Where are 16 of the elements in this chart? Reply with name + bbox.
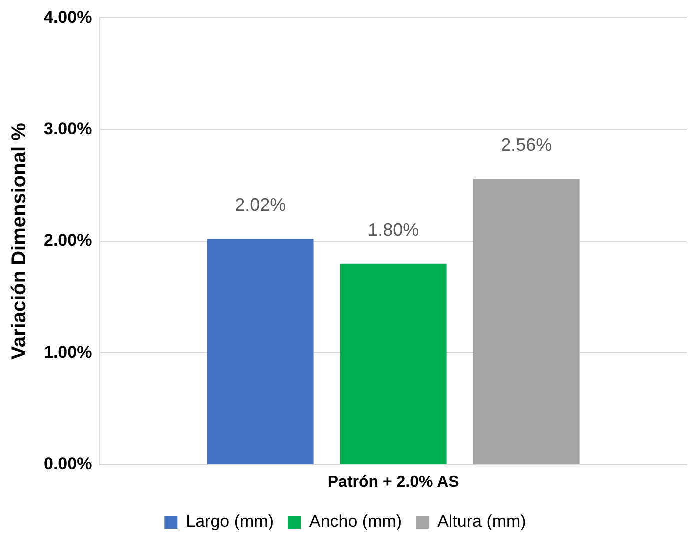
x-tick-label: Patrón + 2.0% AS [328, 474, 460, 491]
data-label: 2.56% [501, 134, 552, 155]
bar [473, 178, 580, 464]
legend-label: Altura (mm) [438, 512, 526, 532]
y-tick-label: 1.00% [44, 342, 92, 362]
y-tick-label: 0.00% [44, 454, 92, 474]
y-tick-label: 4.00% [44, 8, 92, 27]
y-axis-title: Variación Dimensional % [8, 122, 31, 360]
y-tick-label: 2.00% [44, 231, 92, 250]
data-label: 2.02% [235, 195, 286, 216]
data-label: 1.80% [368, 220, 420, 240]
y-tick-label: 3.00% [44, 120, 92, 139]
bar [340, 264, 447, 464]
bar [207, 239, 314, 464]
legend-label: Ancho (mm) [310, 512, 402, 532]
legend-label: Largo (mm) [186, 512, 274, 532]
